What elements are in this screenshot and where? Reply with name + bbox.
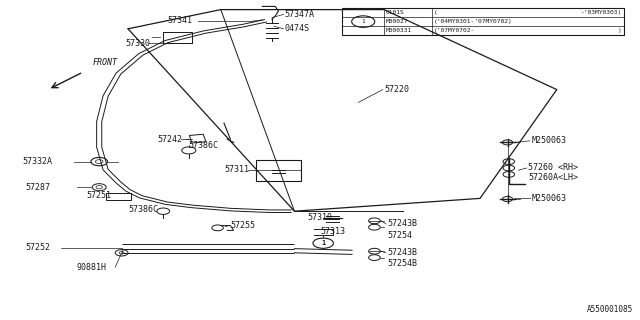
Text: 57242: 57242 [157, 135, 182, 144]
Text: A550001085: A550001085 [588, 305, 634, 314]
Bar [256, 160, 301, 181]
Text: 57347A: 57347A [285, 10, 315, 19]
Text: 57254B: 57254B [387, 260, 417, 268]
Text: 57260A<LH>: 57260A<LH> [528, 173, 578, 182]
Text: 1: 1 [321, 240, 325, 246]
Text: 1: 1 [362, 19, 365, 24]
Text: 57310: 57310 [308, 213, 333, 222]
Text: 57251: 57251 [86, 191, 111, 200]
Text: 57243B: 57243B [387, 220, 417, 228]
Text: 57341: 57341 [167, 16, 192, 25]
Text: -’03MY0303): -’03MY0303) [581, 10, 622, 15]
Text: 57260 <RH>: 57260 <RH> [528, 164, 578, 172]
Text: 57252: 57252 [26, 244, 51, 252]
Text: 57386C: 57386C [189, 141, 219, 150]
Text: 57243B: 57243B [387, 248, 417, 257]
Text: (’07MY0702-: (’07MY0702- [434, 28, 475, 33]
Text: 57220: 57220 [384, 85, 409, 94]
Bar [106, 193, 131, 200]
Text: 57330: 57330 [125, 39, 150, 48]
Text: 0101S: 0101S [386, 10, 404, 15]
Text: 57255: 57255 [230, 221, 255, 230]
Text: 57287: 57287 [26, 183, 51, 192]
Text: M00027: M00027 [386, 19, 408, 24]
Text: (: ( [434, 10, 438, 15]
Text: ): ) [618, 28, 622, 33]
Text: 57386C: 57386C [128, 205, 158, 214]
Text: 57313: 57313 [320, 228, 345, 236]
Bar [342, 8, 624, 35]
Text: 90881H: 90881H [77, 263, 107, 272]
Text: 57311: 57311 [225, 165, 250, 174]
Text: M250063: M250063 [531, 136, 566, 145]
Text: 57254: 57254 [387, 231, 412, 240]
Text: 0474S: 0474S [285, 24, 310, 33]
Bar [189, 134, 206, 143]
Text: M250063: M250063 [531, 194, 566, 203]
Text: (’04MY0301-’07MY0702): (’04MY0301-’07MY0702) [434, 19, 513, 24]
Text: 57332A: 57332A [22, 157, 52, 166]
Text: M000331: M000331 [386, 28, 412, 33]
Text: FRONT: FRONT [93, 58, 118, 67]
